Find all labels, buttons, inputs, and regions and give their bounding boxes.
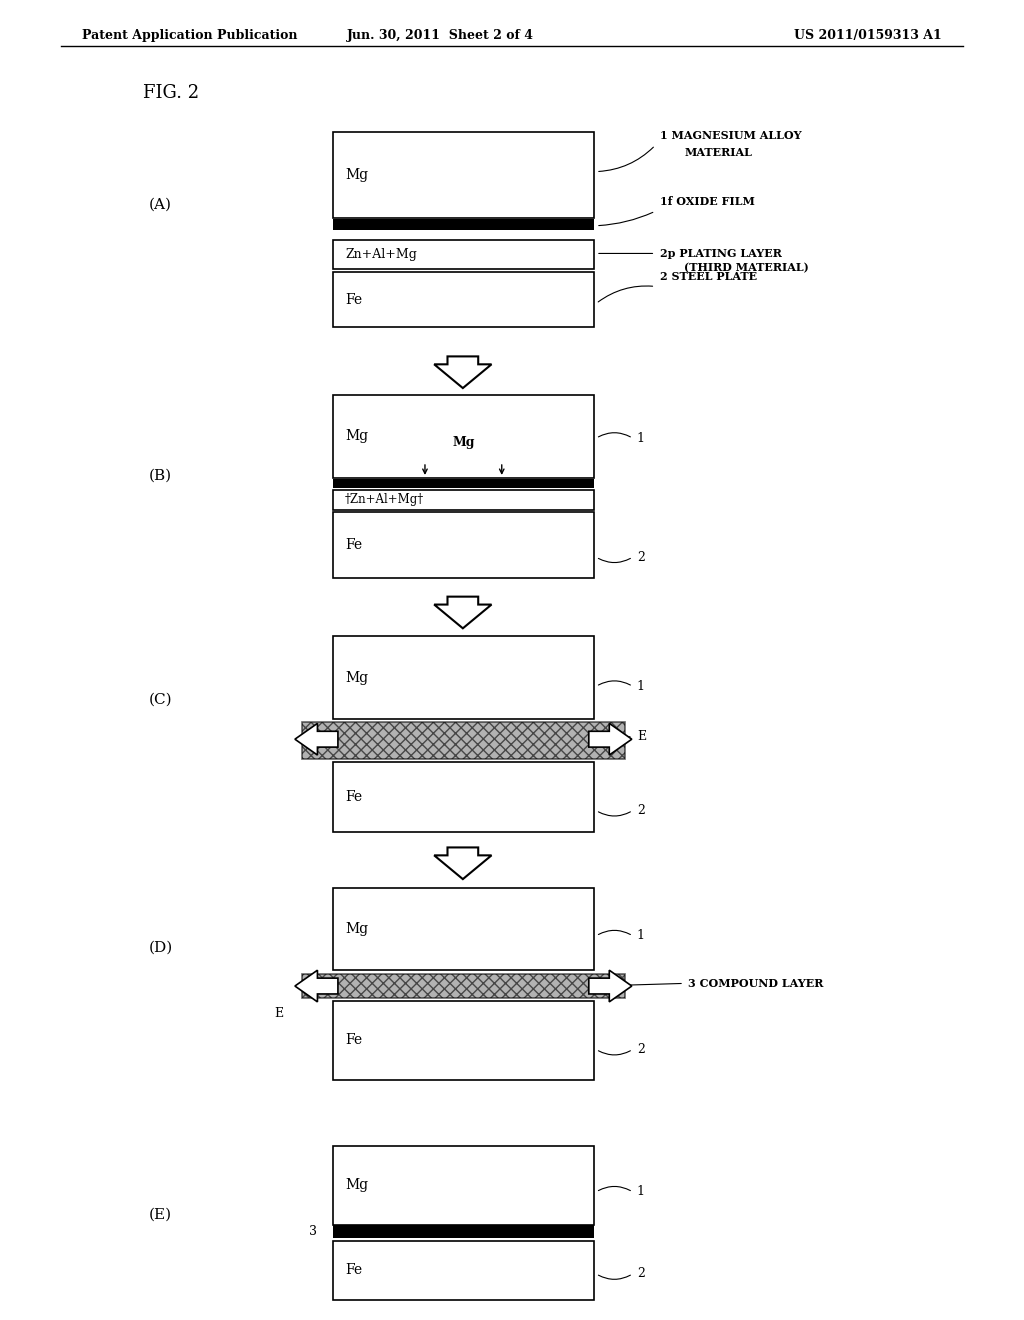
Polygon shape (434, 597, 492, 628)
Text: E: E (637, 730, 646, 743)
Text: (D): (D) (148, 941, 173, 954)
Text: (THIRD MATERIAL): (THIRD MATERIAL) (684, 263, 809, 273)
Text: 3: 3 (309, 1225, 317, 1238)
Text: †Zn+Al+Mg†: †Zn+Al+Mg† (345, 494, 424, 506)
Text: 1: 1 (637, 680, 645, 693)
Text: Jun. 30, 2011  Sheet 2 of 4: Jun. 30, 2011 Sheet 2 of 4 (347, 29, 534, 42)
Bar (333, 1001, 594, 1080)
Polygon shape (589, 970, 632, 1002)
Text: Fe: Fe (345, 539, 362, 552)
Bar (333, 1146, 594, 1225)
Text: (E): (E) (148, 1208, 172, 1221)
Text: 3 COMPOUND LAYER: 3 COMPOUND LAYER (688, 978, 823, 989)
Text: 1 MAGNESIUM ALLOY: 1 MAGNESIUM ALLOY (660, 131, 802, 141)
Text: Mg: Mg (345, 168, 369, 182)
Bar (333, 490, 594, 510)
Text: 2p PLATING LAYER: 2p PLATING LAYER (660, 248, 782, 259)
Bar (333, 219, 594, 230)
Text: 1: 1 (637, 1185, 645, 1199)
Text: 2: 2 (637, 550, 645, 564)
Text: Fe: Fe (345, 293, 362, 306)
Text: E: E (274, 1007, 283, 1020)
Text: 1f OXIDE FILM: 1f OXIDE FILM (660, 197, 756, 207)
Text: Mg: Mg (345, 1179, 369, 1192)
Bar (333, 1225, 594, 1238)
Bar (302, 974, 625, 998)
Polygon shape (589, 723, 632, 755)
Bar (333, 512, 594, 578)
Text: 2: 2 (637, 1267, 645, 1280)
Bar (333, 888, 594, 970)
Text: (B): (B) (148, 469, 172, 482)
Text: Fe: Fe (345, 1263, 362, 1278)
Bar (333, 395, 594, 478)
Text: Fe: Fe (345, 789, 362, 804)
Text: Patent Application Publication: Patent Application Publication (82, 29, 297, 42)
Polygon shape (434, 847, 492, 879)
Polygon shape (295, 723, 338, 755)
Bar (333, 762, 594, 832)
Text: Mg: Mg (453, 436, 475, 449)
Bar (333, 272, 594, 327)
Bar (302, 722, 625, 759)
Bar (333, 240, 594, 269)
Text: MATERIAL: MATERIAL (684, 148, 752, 158)
Bar (333, 479, 594, 488)
Text: Fe: Fe (345, 1034, 362, 1047)
Text: Mg: Mg (345, 429, 369, 444)
Bar (333, 1241, 594, 1300)
Text: US 2011/0159313 A1: US 2011/0159313 A1 (795, 29, 942, 42)
Text: 2: 2 (637, 1043, 645, 1056)
Text: Mg: Mg (345, 923, 369, 936)
Bar (333, 636, 594, 719)
Polygon shape (434, 356, 492, 388)
Text: Mg: Mg (345, 671, 369, 685)
Text: Zn+Al+Mg: Zn+Al+Mg (345, 248, 417, 261)
Text: 2: 2 (637, 804, 645, 817)
Polygon shape (295, 970, 338, 1002)
Text: FIG. 2: FIG. 2 (143, 84, 200, 103)
Text: 1: 1 (637, 432, 645, 445)
Text: 2 STEEL PLATE: 2 STEEL PLATE (660, 272, 758, 282)
Text: (A): (A) (148, 198, 171, 211)
Text: (C): (C) (148, 693, 172, 706)
Text: 1: 1 (637, 929, 645, 942)
Bar (333, 132, 594, 218)
